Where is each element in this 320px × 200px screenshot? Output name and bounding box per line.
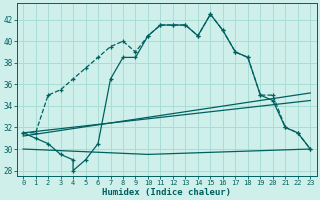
X-axis label: Humidex (Indice chaleur): Humidex (Indice chaleur) [102,188,231,197]
